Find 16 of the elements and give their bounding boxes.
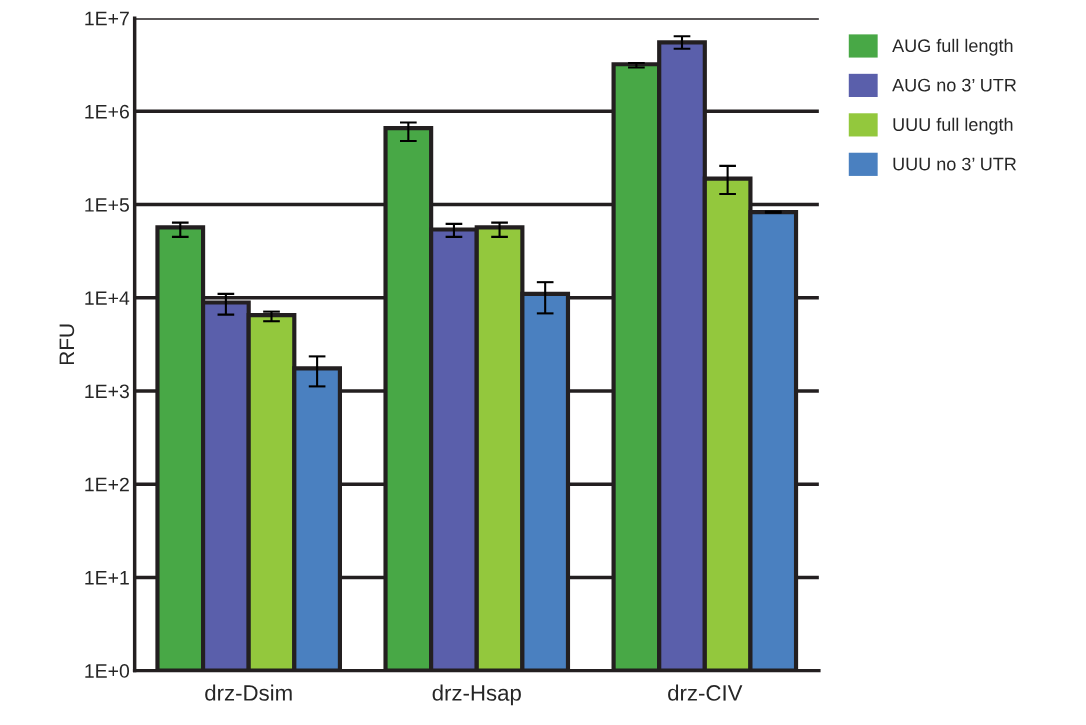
legend-label: UUU full length <box>893 117 1013 135</box>
y-tick-label: 1E+5 <box>85 198 129 212</box>
y-tick-label: 1E+6 <box>85 104 129 119</box>
y-tick-label: 1E+4 <box>85 291 130 305</box>
x-tick-label: drz-CIV <box>668 684 743 701</box>
x-tick-label: drz-Dsim <box>205 684 292 701</box>
legend-label: AUG full length <box>892 38 1013 56</box>
y-axis-title: RFU <box>59 324 75 365</box>
y-tick-label: 1E+1 <box>85 571 129 585</box>
legend-label: AUG no 3’ UTR <box>892 78 1017 92</box>
y-tick-label: 1E+3 <box>85 384 129 399</box>
y-tick-label: 1E+2 <box>85 477 129 492</box>
y-tick-label: 1E+0 <box>85 664 130 678</box>
legend-label: UUU no 3’ UTR <box>893 157 1017 171</box>
y-tick-label: 1E+7 <box>85 11 129 26</box>
x-tick-label: drz-Hsap <box>432 684 521 706</box>
